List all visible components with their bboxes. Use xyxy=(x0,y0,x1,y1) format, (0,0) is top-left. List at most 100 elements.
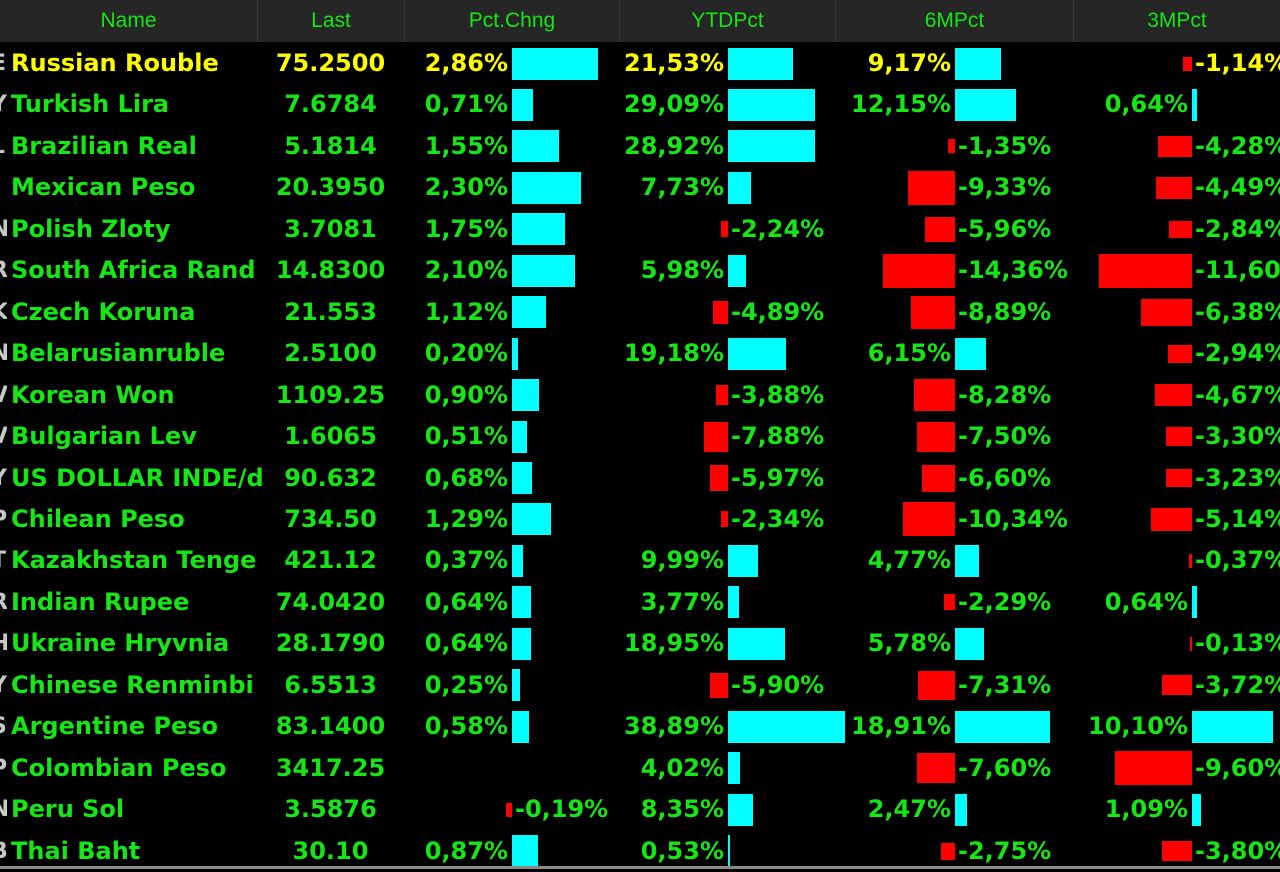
pct-value: 0,71% xyxy=(424,90,508,119)
last-price: 75.2500 xyxy=(275,49,386,77)
table-row[interactable]: HUkraine Hryvnia 28.1790 0,64% 18,95% 5,78% -… xyxy=(0,623,1280,664)
pct-value: 0,64% xyxy=(424,629,508,658)
currency-name: Brazilian Real xyxy=(11,131,197,160)
m3-value: -9,60% xyxy=(1195,753,1280,782)
m3-bar xyxy=(1162,841,1192,862)
ytd-bar xyxy=(728,752,740,785)
table-row[interactable]: KCzech Koruna 21.553 1,12% -4,89% -8,89% -6,3… xyxy=(0,292,1280,333)
table-row[interactable]: IMexican Peso 20.3950 2,30% 7,73% -9,33% -4,4… xyxy=(0,167,1280,208)
ytd-value: -3,88% xyxy=(731,380,825,409)
m6-value: -8,89% xyxy=(958,297,1052,326)
pct-value: 0,58% xyxy=(424,712,508,741)
last-price: 3.7081 xyxy=(284,214,377,243)
header-name[interactable]: Name xyxy=(0,0,258,42)
table-row[interactable]: NPeru Sol 3.5876 -0,19% 8,35% 2,47% 1,09% xyxy=(0,789,1280,830)
ytd-bar xyxy=(728,47,793,80)
table-row[interactable]: BThai Baht 30.10 0,87% 0,53% -2,75% -3,80% xyxy=(0,831,1280,872)
table-row[interactable]: NPolish Zloty 3.7081 1,75% -2,24% -5,96% -2,8… xyxy=(0,209,1280,250)
m3-value: -4,28% xyxy=(1195,131,1280,160)
last-price: 1109.25 xyxy=(275,380,386,409)
m6-value: 9,17% xyxy=(867,49,951,77)
pct-bar xyxy=(506,802,512,817)
clipped-row-marker: N xyxy=(0,219,7,241)
m6-bar xyxy=(922,464,955,492)
m3-bar xyxy=(1192,88,1197,121)
m3-value: -3,23% xyxy=(1195,463,1280,492)
header-last[interactable]: Last xyxy=(258,0,405,42)
m3-bar xyxy=(1166,469,1192,487)
pct-value: 0,51% xyxy=(424,422,508,451)
currency-name: Ukraine Hryvnia xyxy=(11,629,230,658)
clipped-row-marker: P xyxy=(0,509,7,531)
last-price: 2.5100 xyxy=(284,339,377,368)
pct-value: 2,86% xyxy=(424,49,508,77)
currency-name: Polish Zloty xyxy=(11,214,171,243)
clipped-row-marker: V xyxy=(0,426,7,448)
m6-value: 5,78% xyxy=(867,629,951,658)
table-row[interactable]: NBelarusianruble 2.5100 0,20% 19,18% 6,15% -2… xyxy=(0,333,1280,374)
table-row[interactable]: SArgentine Peso 83.1400 0,58% 38,89% 18,91% 1… xyxy=(0,706,1280,747)
clipped-row-marker: E xyxy=(0,53,7,75)
m3-bar xyxy=(1192,710,1273,743)
clipped-row-marker: T xyxy=(0,550,7,572)
header-pct-change[interactable]: Pct.Chng xyxy=(405,0,620,42)
table-row[interactable]: RIndian Rupee 74.0420 0,64% 3,77% -2,29% 0,64… xyxy=(0,582,1280,623)
m6-bar xyxy=(944,594,955,611)
pct-bar xyxy=(512,337,518,370)
m3-value: -3,30% xyxy=(1195,422,1280,451)
ytd-value: -2,34% xyxy=(731,504,825,533)
pct-bar xyxy=(512,462,532,494)
ytd-bar xyxy=(728,88,815,121)
m6-bar xyxy=(911,295,955,329)
m6-value: -6,60% xyxy=(958,463,1052,492)
currency-name: Korean Won xyxy=(11,380,175,409)
table-row[interactable]: LBrazilian Real 5.1814 1,55% 28,92% -1,35% -4… xyxy=(0,126,1280,167)
m3-bar xyxy=(1190,636,1192,651)
pct-bar xyxy=(512,296,546,329)
m6-value: -14,36% xyxy=(958,256,1068,285)
table-row[interactable]: VKorean Won 1109.25 0,90% -3,88% -8,28% -4,67… xyxy=(0,375,1280,416)
currency-name: Belarusianruble xyxy=(11,339,226,368)
table-row[interactable]: PChilean Peso 734.50 1,29% -2,34% -10,34% -5,… xyxy=(0,499,1280,540)
m6-bar xyxy=(955,544,979,577)
ytd-value: -2,24% xyxy=(731,214,825,243)
ytd-bar xyxy=(728,586,739,619)
m6-bar xyxy=(914,379,955,412)
ytd-value: 38,89% xyxy=(624,712,724,741)
last-price: 3.5876 xyxy=(284,795,377,824)
pct-value: 0,90% xyxy=(424,380,508,409)
currency-name: Mexican Peso xyxy=(11,173,196,202)
pct-value: 0,87% xyxy=(424,836,508,865)
m6-bar xyxy=(955,47,1001,80)
table-row[interactable]: TKazakhstan Tenge 421.12 0,37% 9,99% 4,77% -0… xyxy=(0,540,1280,581)
header-6m-pct[interactable]: 6MPct xyxy=(836,0,1074,42)
last-price: 90.632 xyxy=(284,463,377,492)
table-row[interactable]: RSouth Africa Rand 14.8300 2,10% 5,98% -14,3… xyxy=(0,250,1280,291)
table-row[interactable]: YTurkish Lira 7.6784 0,71% 29,09% 12,15% 0,64… xyxy=(0,84,1280,125)
table-row[interactable]: VBulgarian Lev 1.6065 0,51% -7,88% -7,50% -3,… xyxy=(0,416,1280,457)
pct-value: 1,75% xyxy=(424,214,508,243)
pct-bar xyxy=(512,544,523,577)
last-price: 6.5513 xyxy=(284,670,377,699)
m3-value: -1,14% xyxy=(1195,49,1280,77)
clipped-row-marker: S xyxy=(0,716,7,738)
m6-bar xyxy=(908,170,955,205)
m3-value: -0,37% xyxy=(1195,546,1280,575)
table-row[interactable]: YUS DOLLAR INDE/d 90.632 0,68% -5,97% -6,60%… xyxy=(0,458,1280,499)
currency-name: Bulgarian Lev xyxy=(11,422,197,451)
ytd-bar xyxy=(728,171,751,204)
m3-value: -4,67% xyxy=(1195,380,1280,409)
m3-bar xyxy=(1166,427,1192,447)
header-3m-pct[interactable]: 3MPct xyxy=(1147,9,1207,32)
header-ytd-pct[interactable]: YTDPct xyxy=(620,0,836,42)
last-price: 74.0420 xyxy=(275,587,386,616)
ytd-value: 8,35% xyxy=(640,795,724,824)
m6-value: 6,15% xyxy=(867,339,951,368)
ytd-value: -7,88% xyxy=(731,422,825,451)
table-row[interactable]: PColombian Peso 3417.25 4,02% -7,60% -9,60% xyxy=(0,748,1280,789)
currency-name: Colombian Peso xyxy=(11,753,227,782)
ytd-bar xyxy=(728,710,845,743)
pct-bar xyxy=(512,420,527,453)
table-row[interactable]: YChinese Renminbi 6.5513 0,25% -5,90% -7,31%… xyxy=(0,665,1280,706)
table-row[interactable]: ERussian Rouble 75.2500 2,86% 21,53% 9,17% -1… xyxy=(0,43,1280,84)
